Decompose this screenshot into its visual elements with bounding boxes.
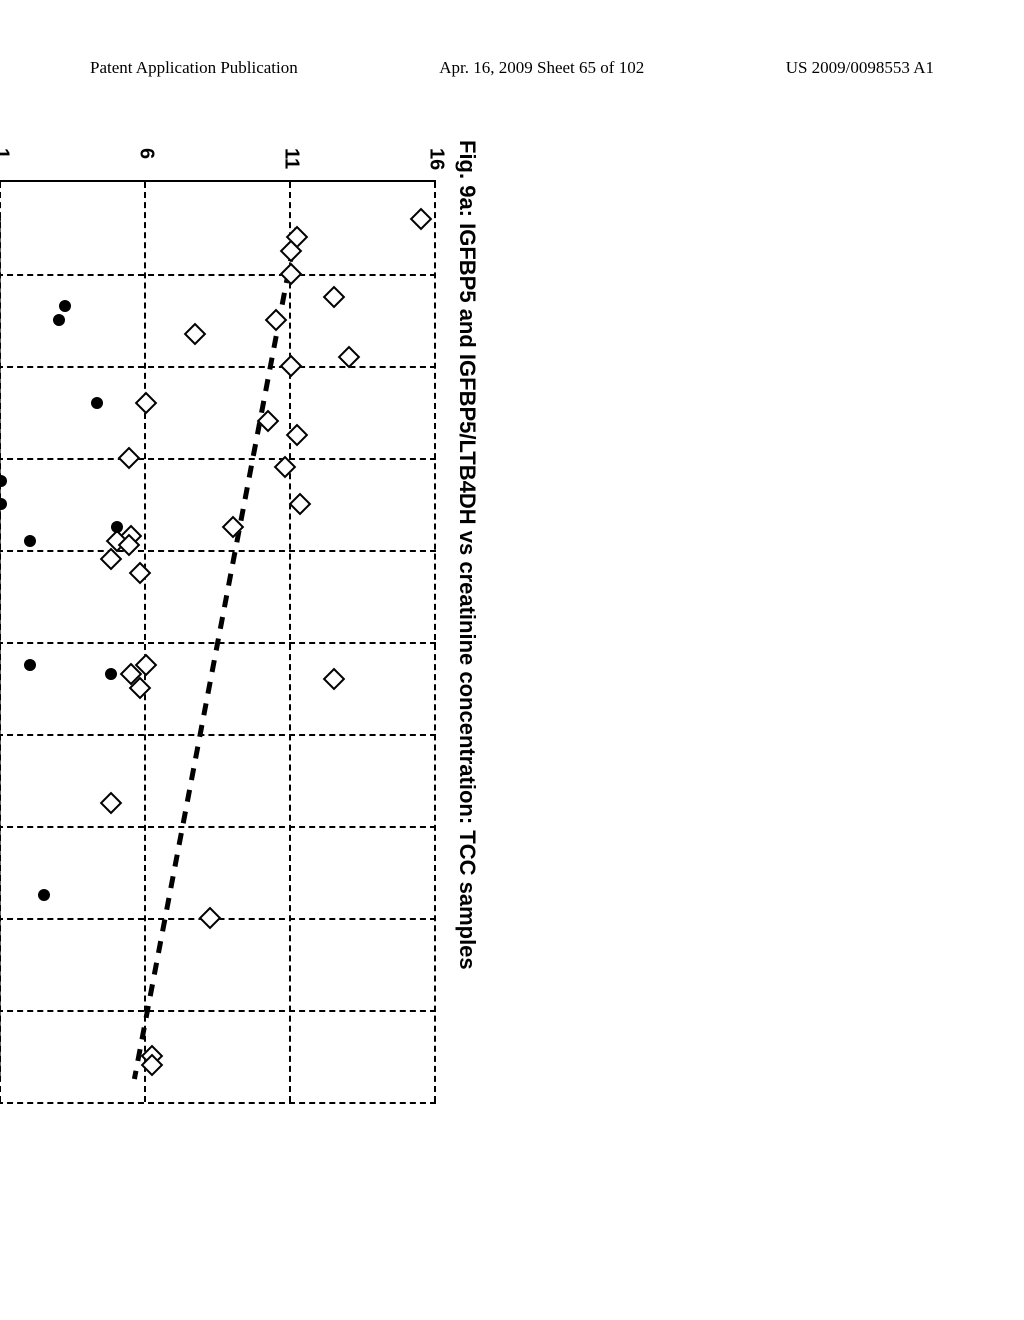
grid-line-v <box>0 458 436 460</box>
point-ratio <box>24 659 36 671</box>
page-header: Patent Application Publication Apr. 16, … <box>90 58 934 78</box>
grid-line-v <box>0 826 436 828</box>
y-tick-label: 6 <box>135 148 158 159</box>
point-ratio <box>53 314 65 326</box>
grid-line-v <box>0 366 436 368</box>
header-mid: Apr. 16, 2009 Sheet 65 of 102 <box>439 58 644 78</box>
chart-wrapper: Fig. 9a: IGFBP5 and IGFBP5/LTB4DH vs cre… <box>0 140 480 1260</box>
grid-line-v <box>0 1102 436 1104</box>
header-left: Patent Application Publication <box>90 58 298 78</box>
y-tick-label: 1 <box>0 148 13 159</box>
point-ratio <box>105 668 117 680</box>
header-right: US 2009/0098553 A1 <box>786 58 934 78</box>
point-ratio <box>24 535 36 547</box>
point-ratio <box>39 889 51 901</box>
plot-area: creatinine concentration (mg/dl) -416111… <box>0 180 436 1102</box>
page: Patent Application Publication Apr. 16, … <box>0 0 1024 1320</box>
grid-line-v <box>0 642 436 644</box>
point-ratio <box>59 300 71 312</box>
grid-line-v <box>0 1010 436 1012</box>
grid-line-v <box>0 734 436 736</box>
chart-title: Fig. 9a: IGFBP5 and IGFBP5/LTB4DH vs cre… <box>454 140 480 1260</box>
y-tick-label: 16 <box>425 148 448 170</box>
grid-line-v <box>0 550 436 552</box>
point-ratio <box>111 521 123 533</box>
grid-line-v <box>0 274 436 276</box>
y-tick-label: 11 <box>280 148 303 169</box>
point-ratio <box>91 397 103 409</box>
